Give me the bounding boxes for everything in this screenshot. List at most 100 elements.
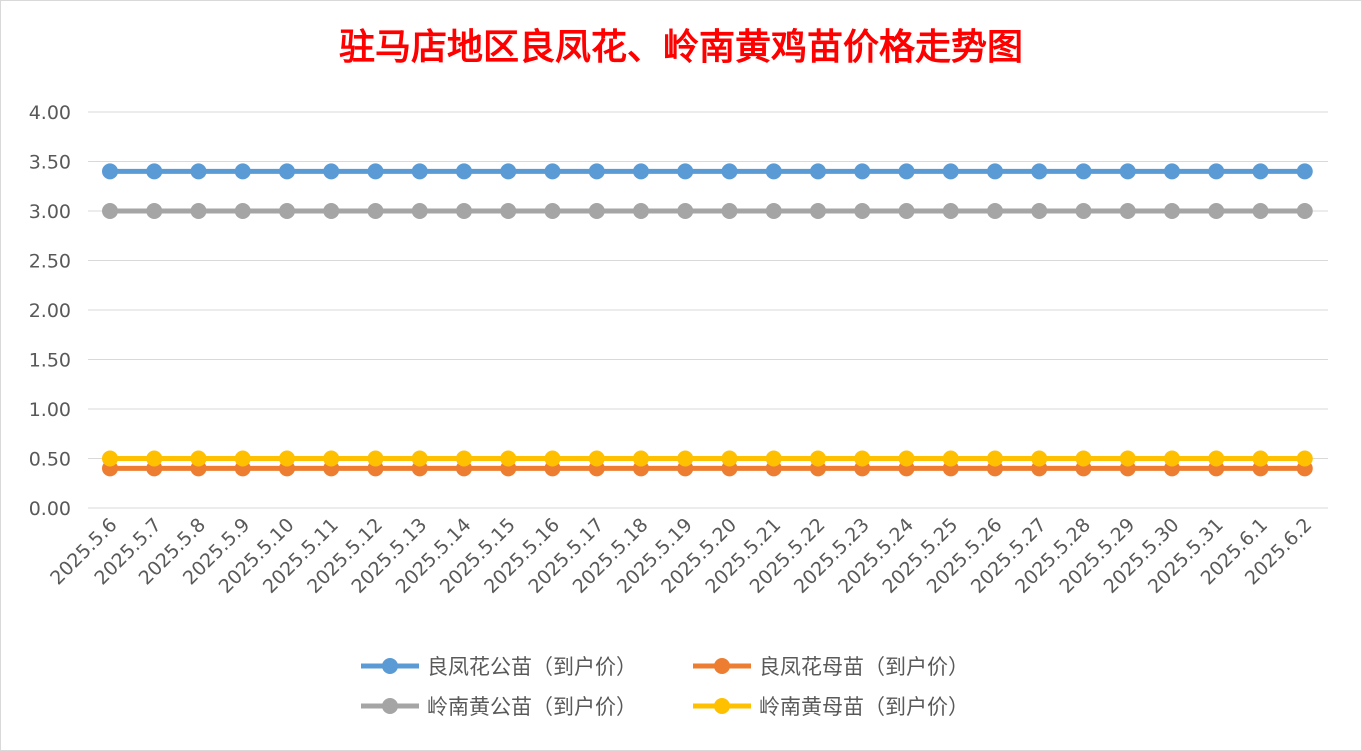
data-point — [1208, 203, 1225, 219]
data-point — [1075, 163, 1092, 180]
data-point — [898, 450, 915, 467]
legend-item: 良凤花公苗（到户价） — [361, 655, 637, 679]
legend-label: 岭南黄公苗（到户价） — [427, 695, 637, 719]
y-tick-label: 0.00 — [29, 498, 71, 520]
data-point — [1252, 163, 1269, 180]
data-point — [1252, 450, 1269, 467]
data-point — [633, 450, 649, 467]
data-point — [456, 450, 472, 467]
chart-title: 驻马店地区良凤花、岭南黄鸡苗价格走势图 — [339, 26, 1023, 68]
data-point — [942, 203, 959, 219]
data-point — [942, 163, 959, 180]
legend-label: 良凤花母苗（到户价） — [759, 655, 969, 679]
data-point — [765, 450, 782, 467]
legend-item: 岭南黄母苗（到户价） — [693, 695, 969, 719]
data-point — [323, 163, 340, 180]
x-axis-ticks: 2025.5.62025.5.72025.5.82025.5.92025.5.1… — [46, 514, 1316, 598]
y-tick-label: 2.50 — [29, 251, 71, 273]
data-point — [102, 450, 118, 467]
data-point — [588, 450, 605, 467]
data-point — [456, 163, 472, 180]
data-point — [633, 163, 649, 180]
y-tick-label: 1.00 — [29, 399, 71, 421]
y-tick-label: 3.50 — [29, 152, 71, 174]
data-point — [544, 450, 561, 467]
data-point — [898, 203, 915, 219]
y-tick-label: 1.50 — [29, 350, 71, 372]
legend-label: 良凤花公苗（到户价） — [427, 655, 637, 679]
series-4 — [102, 450, 1313, 467]
data-point — [102, 203, 118, 219]
legend-swatch-marker — [382, 698, 398, 714]
data-point — [987, 450, 1003, 467]
data-point — [588, 203, 605, 219]
data-point — [1119, 450, 1136, 467]
y-tick-label: 3.00 — [29, 201, 71, 223]
data-point — [1119, 203, 1136, 219]
data-point — [146, 203, 163, 219]
data-point — [1296, 203, 1313, 219]
series-1 — [102, 163, 1313, 180]
data-point — [367, 203, 384, 219]
data-point — [677, 203, 694, 219]
data-point — [1031, 163, 1048, 180]
y-tick-label: 2.00 — [29, 300, 71, 322]
data-point — [190, 163, 207, 180]
data-point — [190, 450, 207, 467]
data-point — [1119, 163, 1136, 180]
data-point — [102, 163, 118, 180]
data-point — [411, 450, 428, 467]
legend-item: 岭南黄公苗（到户价） — [361, 695, 637, 719]
series-3 — [102, 203, 1313, 219]
data-point — [677, 450, 694, 467]
data-point — [810, 203, 826, 219]
data-point — [721, 450, 738, 467]
data-point — [765, 163, 782, 180]
data-point — [1075, 450, 1092, 467]
data-point — [234, 203, 251, 219]
data-point — [721, 163, 738, 180]
data-point — [323, 203, 340, 219]
data-point — [411, 203, 428, 219]
legend-label: 岭南黄母苗（到户价） — [759, 695, 969, 719]
data-point — [1164, 203, 1180, 219]
data-point — [987, 163, 1003, 180]
data-point — [146, 163, 163, 180]
data-point — [367, 450, 384, 467]
y-axis-ticks: 0.00 0.50 1.00 1.50 2.00 2.50 3.00 3.50 4.00 — [29, 102, 71, 520]
legend-swatch-marker — [714, 658, 730, 674]
data-point — [411, 163, 428, 180]
data-point — [1164, 163, 1180, 180]
data-point — [987, 203, 1003, 219]
data-point — [854, 163, 871, 180]
data-point — [234, 450, 251, 467]
data-point — [1208, 450, 1225, 467]
data-point — [633, 203, 649, 219]
data-point — [1164, 450, 1180, 467]
legend-item: 良凤花母苗（到户价） — [693, 655, 969, 679]
data-point — [1296, 163, 1313, 180]
data-point — [279, 203, 295, 219]
data-point — [367, 163, 384, 180]
data-point — [588, 163, 605, 180]
data-point — [810, 163, 826, 180]
data-point — [1296, 450, 1313, 467]
data-point — [500, 450, 517, 467]
data-point — [898, 163, 915, 180]
data-point — [1031, 203, 1048, 219]
data-point — [1252, 203, 1269, 219]
data-point — [190, 203, 207, 219]
data-point — [1031, 450, 1048, 467]
data-point — [456, 203, 472, 219]
data-point — [544, 163, 561, 180]
legend-swatch-marker — [714, 698, 730, 714]
legend-swatch-marker — [382, 658, 398, 674]
data-point — [854, 450, 871, 467]
y-tick-label: 4.00 — [29, 102, 71, 124]
data-point — [146, 450, 163, 467]
data-point — [500, 163, 517, 180]
data-point — [500, 203, 517, 219]
data-point — [721, 203, 738, 219]
